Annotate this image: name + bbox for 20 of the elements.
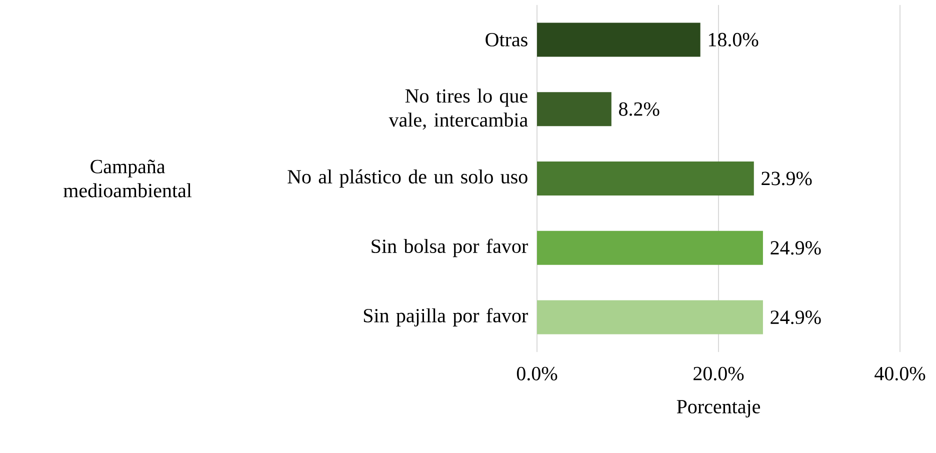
data-label: 24.9% <box>770 310 821 324</box>
y-tick-label: Sin pajilla por favor <box>364 308 528 326</box>
y-axis-title: Campaña medioambiental <box>64 160 192 198</box>
y-tick-label: No al plástico de un solo uso <box>288 169 528 188</box>
bar <box>536 22 700 57</box>
data-label: 24.9% <box>770 241 821 255</box>
x-tick-label: 40.0% <box>874 366 926 380</box>
y-tick-label: Sin bolsa por favor <box>372 238 528 258</box>
bar <box>536 230 763 265</box>
y-tick-label: No tires lo que vale, intercambia <box>388 88 528 130</box>
bar <box>536 300 763 334</box>
data-label: 18.0% <box>708 32 758 46</box>
bar <box>536 162 754 196</box>
x-tick-label: 20.0% <box>694 366 744 380</box>
x-tick-label: 0.0% <box>516 366 558 380</box>
x-axis-title: Porcentaje <box>676 400 760 418</box>
y-tick-label: Otras <box>486 32 528 46</box>
bar <box>536 92 612 126</box>
data-label: 8.2% <box>619 102 660 116</box>
data-label: 23.9% <box>762 172 812 186</box>
